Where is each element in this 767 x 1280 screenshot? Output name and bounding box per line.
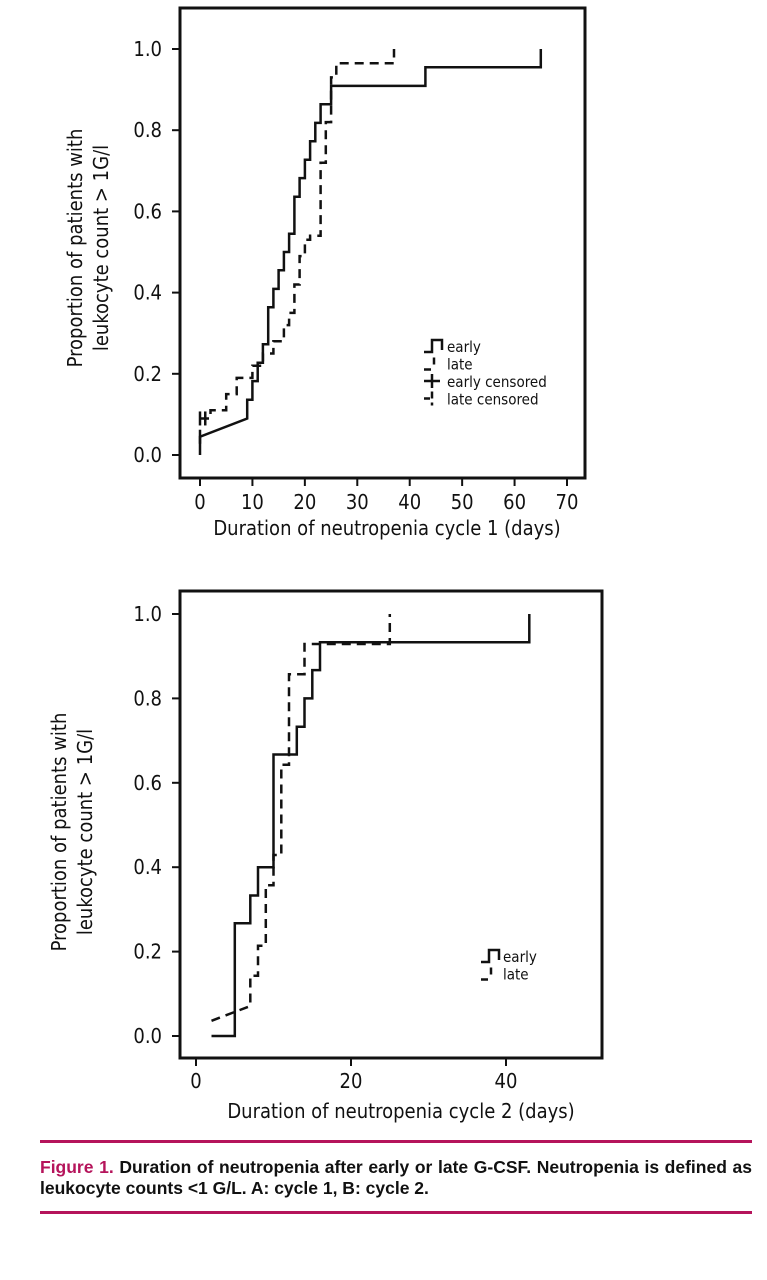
legend-label: early: [447, 338, 481, 356]
x-tick-label: 30: [346, 490, 369, 514]
caption-top-rule: [40, 1140, 752, 1143]
series-late-line: [211, 614, 392, 1022]
x-tick-label: 20: [293, 490, 316, 514]
x-tick-label: 50: [451, 490, 474, 514]
x-axis-title: Duration of neutropenia cycle 1 (days): [213, 516, 560, 540]
plot-frame: [178, 589, 604, 1060]
figure-caption-area: Figure 1. Duration of neutropenia after …: [40, 1140, 752, 1214]
x-tick-label: 0: [190, 1069, 201, 1093]
chart-1: 0.0 0.2 0.4 0.6 0.8 1.0 0 10 20 30 40 50 60 70Duratio…: [63, 6, 587, 540]
legend-label: early censored: [447, 373, 547, 391]
chart-2: 0.0 0.2 0.4 0.6 0.8 1.0 0 20 40 Duration of neutr…: [47, 589, 604, 1123]
legend-key-late: [424, 357, 436, 371]
y-axis-title-line: Proportion of patients with: [47, 713, 71, 952]
y-tick-label: 0.4: [133, 281, 162, 305]
y-tick-label: 0.2: [133, 362, 162, 386]
legend-key-late-censored: [424, 391, 434, 406]
figure-charts: 0.00.20.40.60.81.00 10 20 30 40 50 60 70Duratio…: [47, 6, 604, 1123]
x-tick-label: 20: [340, 1069, 363, 1093]
figure-caption: Figure 1. Duration of neutropenia after …: [40, 1157, 752, 1199]
x-tick-label: 10: [241, 490, 264, 514]
x-tick-label: 70: [556, 490, 579, 514]
y-tick-label: 0.2: [133, 940, 162, 964]
y-tick-label: 0.4: [133, 855, 162, 879]
y-axis-title-line: leukocyte count > 1G/l: [89, 145, 113, 351]
series-late-line: [200, 49, 396, 420]
legend-key-early: [424, 338, 444, 354]
y-tick-label: 0.8: [133, 686, 162, 710]
y-tick-label: 0.6: [133, 199, 162, 223]
y-tick-label: 0.0: [133, 443, 162, 467]
legend-label: late: [447, 356, 473, 374]
x-tick-label: 40: [398, 490, 421, 514]
caption-bottom-rule: [40, 1211, 752, 1214]
legend-label: late censored: [447, 391, 539, 409]
y-tick-label: 0.6: [133, 771, 162, 795]
y-axis-title-line: Proportion of patients with: [63, 129, 87, 368]
x-tick-label: 40: [495, 1069, 518, 1093]
y-tick-label: 1.0: [133, 37, 162, 61]
legend-key-early: [481, 948, 501, 964]
legend-label: early: [503, 948, 537, 966]
x-tick-label: 60: [503, 490, 526, 514]
series-early-line: [211, 614, 531, 1038]
y-tick-label: 0.0: [133, 1024, 162, 1048]
legend-key-late: [481, 967, 493, 981]
x-axis-title: Duration of neutropenia cycle 2 (days): [227, 1099, 574, 1123]
y-axis-title-line: leukocyte count > 1G/l: [73, 729, 97, 935]
caption-label: Figure 1.: [40, 1157, 114, 1177]
caption-body: Duration of neutropenia after early or l…: [40, 1157, 752, 1198]
legend-key-early-censored: [424, 374, 440, 388]
plot-frame: [178, 6, 587, 480]
y-tick-label: 0.8: [133, 118, 162, 142]
y-tick-label: 1.0: [133, 602, 162, 626]
x-tick-label: 0: [194, 490, 205, 514]
legend-label: late: [503, 966, 529, 984]
